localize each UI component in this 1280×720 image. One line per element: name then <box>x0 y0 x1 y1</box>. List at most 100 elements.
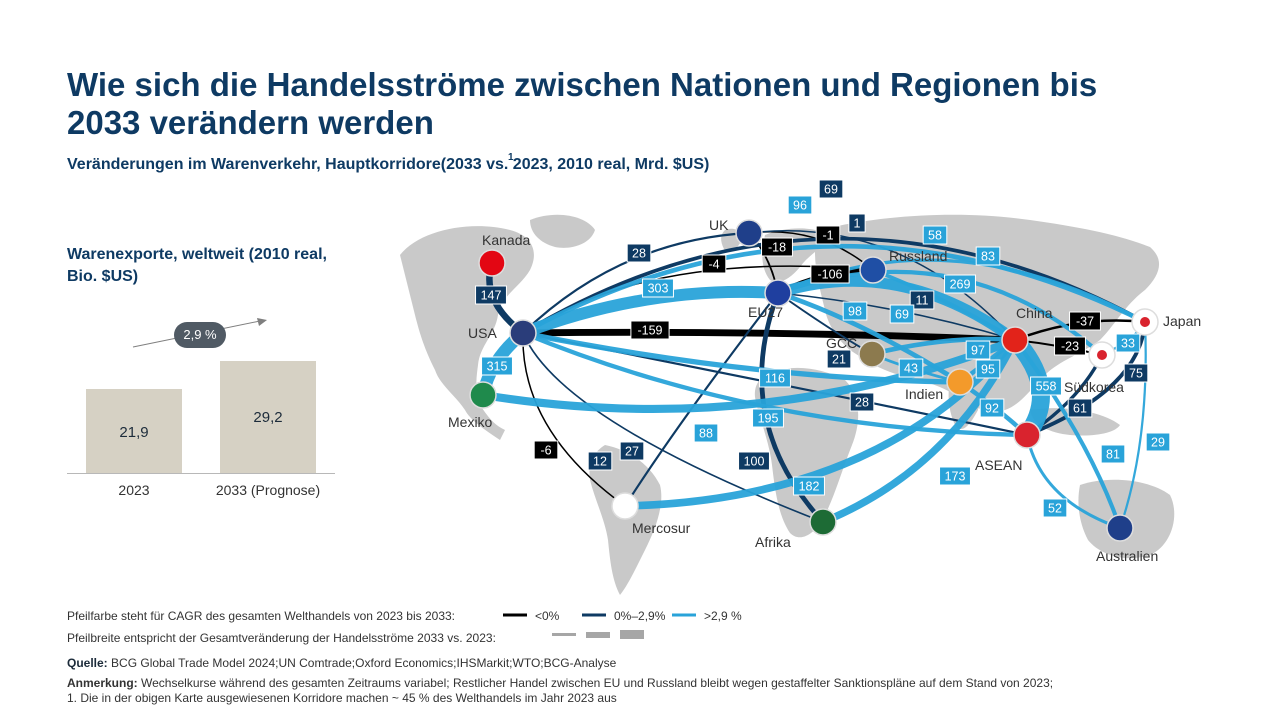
flow-value-label: 58 <box>928 229 942 243</box>
flow-value-box <box>642 278 674 298</box>
flow-value-label: 27 <box>625 445 639 459</box>
legend-color-text: Pfeilfarbe steht für CAGR des gesamten W… <box>67 609 456 623</box>
flow-value-box <box>1069 311 1101 331</box>
legend-width-text: Pfeilbreite entspricht der Gesamtverände… <box>67 631 496 645</box>
cagr-badge: 2,9 % <box>174 322 226 348</box>
flow-value-label: -106 <box>817 268 842 282</box>
flow-value-box <box>889 304 915 324</box>
exports-bar-2033 <box>220 360 316 473</box>
flow-USA-Mercosur <box>522 332 626 507</box>
region-marker-eu27 <box>764 279 792 307</box>
note-text: Wechselkurse während des gesamten Zeitra… <box>141 676 1054 690</box>
region-name: Japan <box>1163 313 1201 329</box>
flow-value-label: -6 <box>540 444 551 458</box>
note-block: Anmerkung: Wechselkurse während des gesa… <box>67 676 1247 706</box>
flow-ASEAN-Australien <box>1025 433 1122 530</box>
flow-value-label: 88 <box>699 427 713 441</box>
flow-value-label: -23 <box>1061 340 1079 354</box>
exports-bar-label: 2023 <box>118 482 150 498</box>
flow-value-label: 100 <box>744 455 765 469</box>
flow-Mercosur-China <box>621 336 1019 510</box>
region-name: Indien <box>905 386 943 402</box>
region-name: Russland <box>889 248 947 264</box>
flow-value-box <box>1123 363 1149 383</box>
flow-China-Australien <box>1012 337 1123 531</box>
source-text: BCG Global Trade Model 2024;UN Comtrade;… <box>111 656 617 670</box>
flow-value-box <box>1145 432 1171 452</box>
flow-value-box <box>818 179 844 199</box>
flow-value-box <box>979 398 1005 418</box>
flow-value-box <box>1115 333 1141 353</box>
exports-bar-label-text: 2033 (Prognose) <box>215 482 321 498</box>
region-name: USA <box>468 325 497 341</box>
flow-value-label: 98 <box>848 305 862 319</box>
flow-value-box <box>815 225 841 245</box>
legend-width-small <box>552 633 576 636</box>
flow-value-box <box>793 476 825 496</box>
flow-value-box <box>787 195 813 215</box>
flow-value-label: 195 <box>758 412 779 426</box>
flag-dot-icon <box>1097 350 1107 360</box>
flow-value-box <box>738 451 770 471</box>
flow-value-label: 116 <box>765 372 785 386</box>
flow-value-label: 43 <box>904 362 918 376</box>
flow-value-box <box>975 359 1001 379</box>
flow-value-box <box>752 408 784 428</box>
flow-value-box <box>481 356 513 376</box>
flow-USA-China <box>519 328 1019 344</box>
region-marker-usa <box>509 319 537 347</box>
region-marker-mexiko <box>469 381 497 409</box>
source-label: Quelle: <box>67 656 108 670</box>
footnote-text: 1. Die in der obigen Karte ausgewiesenen… <box>67 691 617 705</box>
flow-value-label: 11 <box>916 294 929 308</box>
region-name: GCC <box>826 335 857 351</box>
flow-value-label: -159 <box>637 324 662 338</box>
flow-USA-Japan <box>520 243 1148 336</box>
flow-value-box <box>848 213 866 233</box>
region-name: Kanada <box>482 232 530 248</box>
region-marker-asean <box>1013 421 1041 449</box>
flow-value-label: 69 <box>824 183 838 197</box>
flow-value-box <box>759 368 791 388</box>
legend-width-medium <box>586 632 610 638</box>
exports-chart-title: Warenexporte, weltweit (2010 real, Bio. … <box>67 246 327 285</box>
flow-value-label: 96 <box>793 199 807 213</box>
region-name: China <box>1016 305 1053 321</box>
flow-value-label: 29 <box>1151 436 1165 450</box>
flow-value-box <box>630 320 670 340</box>
region-name: Australien <box>1096 548 1158 564</box>
flow-value-box <box>1042 498 1068 518</box>
flow-value-label: -1 <box>822 229 833 243</box>
region-name: UK <box>709 217 729 233</box>
flow-value-box <box>909 290 935 310</box>
region-marker-indien <box>946 368 974 396</box>
flow-value-label: 303 <box>648 282 669 296</box>
region-name: Mercosur <box>632 520 691 536</box>
exports-bar-label: 2033 (Prognose) <box>213 481 323 499</box>
flow-value-label: -4 <box>708 258 719 272</box>
flow-value-box <box>898 358 924 378</box>
flow-value-box <box>1100 444 1126 464</box>
flow-value-label: 28 <box>855 396 869 410</box>
flow-value-label: 97 <box>971 344 985 358</box>
flow-value-label: 75 <box>1129 367 1143 381</box>
flow-value-box <box>975 246 1001 266</box>
flow-Russland-China <box>871 268 1017 342</box>
region-name: ASEAN <box>975 457 1022 473</box>
flow-value-box <box>693 423 719 443</box>
region-marker-afrika <box>809 508 837 536</box>
exports-bar-2023 <box>86 388 182 473</box>
legend-swatches <box>503 613 696 639</box>
flow-value-box <box>701 254 727 274</box>
flow-value-box <box>965 340 991 360</box>
flow-value-label: 269 <box>950 278 971 292</box>
flow-value-box <box>1030 376 1062 396</box>
flow-value-box <box>587 451 613 471</box>
flow-value-label: 92 <box>985 402 999 416</box>
flag-dot-icon <box>1140 317 1150 327</box>
flow-value-label: 558 <box>1036 380 1057 394</box>
flow-USA-Indien <box>520 330 963 385</box>
flow-Japan-ASEAN <box>1025 320 1147 437</box>
flow-GCC-China <box>869 336 1018 357</box>
flow-value-label: 21 <box>832 353 846 367</box>
